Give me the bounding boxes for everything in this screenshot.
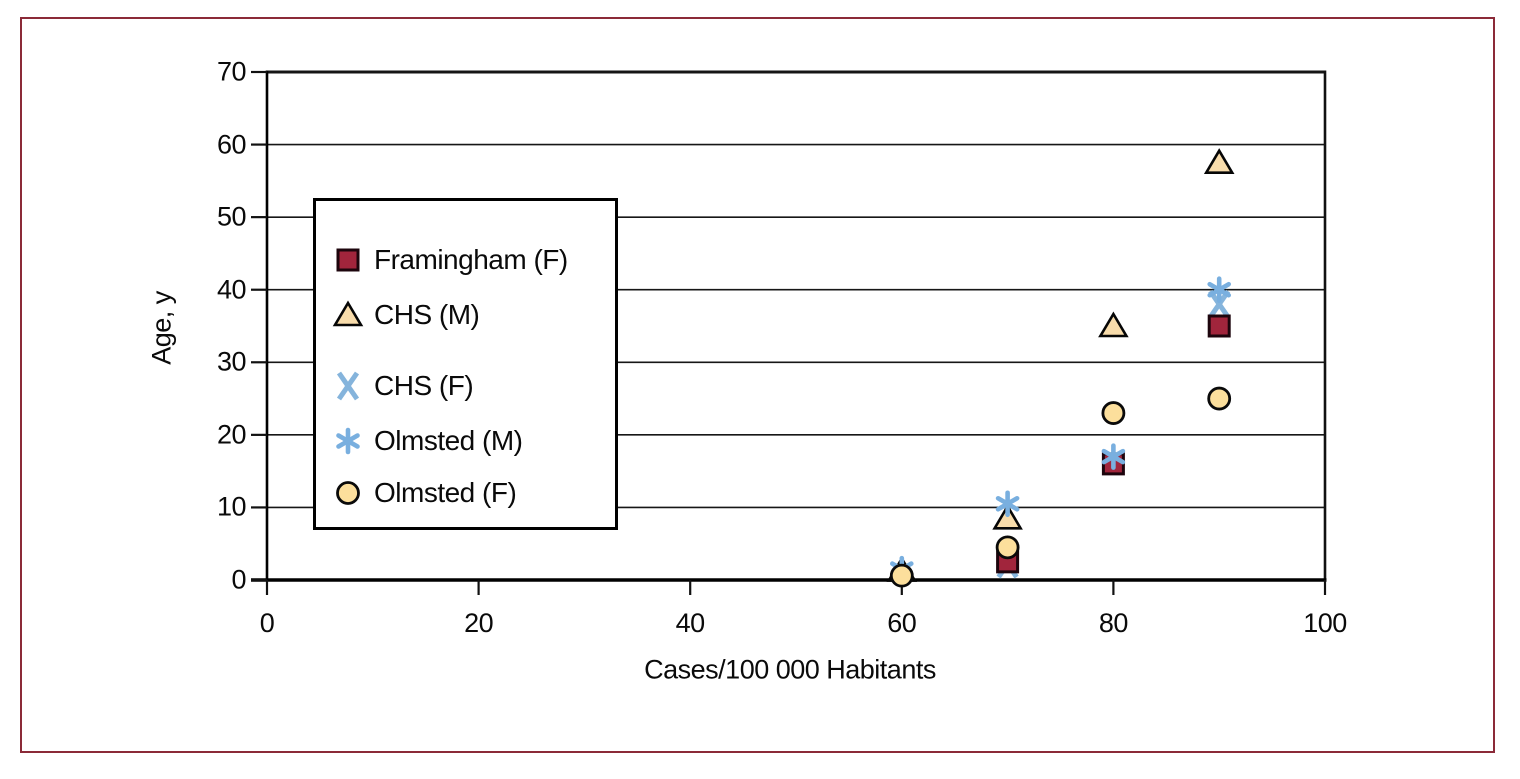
marker-chs-m: [992, 503, 1023, 530]
y-tick-label-20: 20: [216, 419, 247, 450]
legend: Framingham (F) CHS (M) CHS (F) Olmsted (M) O…: [313, 198, 618, 530]
x-tick-label-80: 80: [1098, 608, 1129, 638]
legend-label: CHS (M): [374, 299, 480, 330]
y-tick-label-50: 50: [216, 201, 247, 232]
y-tick-label-40: 40: [216, 274, 247, 305]
legend-label: Framingham (F): [374, 244, 568, 275]
asterisk-marker-icon: [336, 427, 360, 455]
y-tick-label-70: 70: [216, 56, 247, 87]
x-tick-label-20: 20: [464, 608, 494, 638]
y-tick-label-10: 10: [216, 491, 247, 522]
marker-olmsted-m: [1101, 443, 1126, 470]
y-axis-title: Age, y: [146, 291, 177, 365]
y-tick-label-60: 60: [216, 129, 247, 160]
marker-olmsted-f: [995, 535, 1020, 560]
x-tick-label-40: 40: [675, 608, 706, 638]
triangle-marker-icon: [332, 300, 364, 327]
x-tick-label-60: 60: [887, 608, 917, 638]
x-axis-title: Cases/100 000 Habitants: [644, 654, 936, 685]
marker-chs-m: [1203, 148, 1235, 175]
legend-item-olmsted-f: Olmsted (F): [316, 473, 615, 513]
x-marker-icon: [336, 371, 360, 401]
legend-item-chs-m: CHS (M): [316, 295, 615, 335]
x-tick-label-0: 0: [259, 608, 275, 638]
marker-framingham-f: [1207, 314, 1231, 338]
legend-item-chs-f: CHS (F): [316, 366, 615, 406]
legend-item-olmsted-m: Olmsted (M): [316, 421, 615, 461]
marker-chs-m: [1098, 311, 1129, 338]
y-tick-label-0: 0: [231, 564, 246, 595]
legend-item-framingham-f: Framingham (F): [316, 240, 615, 280]
y-tick-label-30: 30: [216, 346, 247, 377]
legend-label: Olmsted (M): [374, 425, 523, 456]
marker-olmsted-m: [995, 490, 1020, 518]
circle-marker-icon: [336, 481, 360, 505]
legend-label: CHS (F): [374, 370, 474, 401]
marker-olmsted-f: [1101, 401, 1126, 425]
square-marker-icon: [336, 248, 360, 272]
marker-olmsted-f: [1207, 386, 1232, 411]
legend-label: Olmsted (F): [374, 477, 517, 508]
marker-olmsted-f: [889, 563, 914, 588]
marker-olmsted-m: [1207, 276, 1231, 304]
figure-border: [20, 17, 1495, 753]
x-tick-label-100: 100: [1303, 608, 1347, 638]
